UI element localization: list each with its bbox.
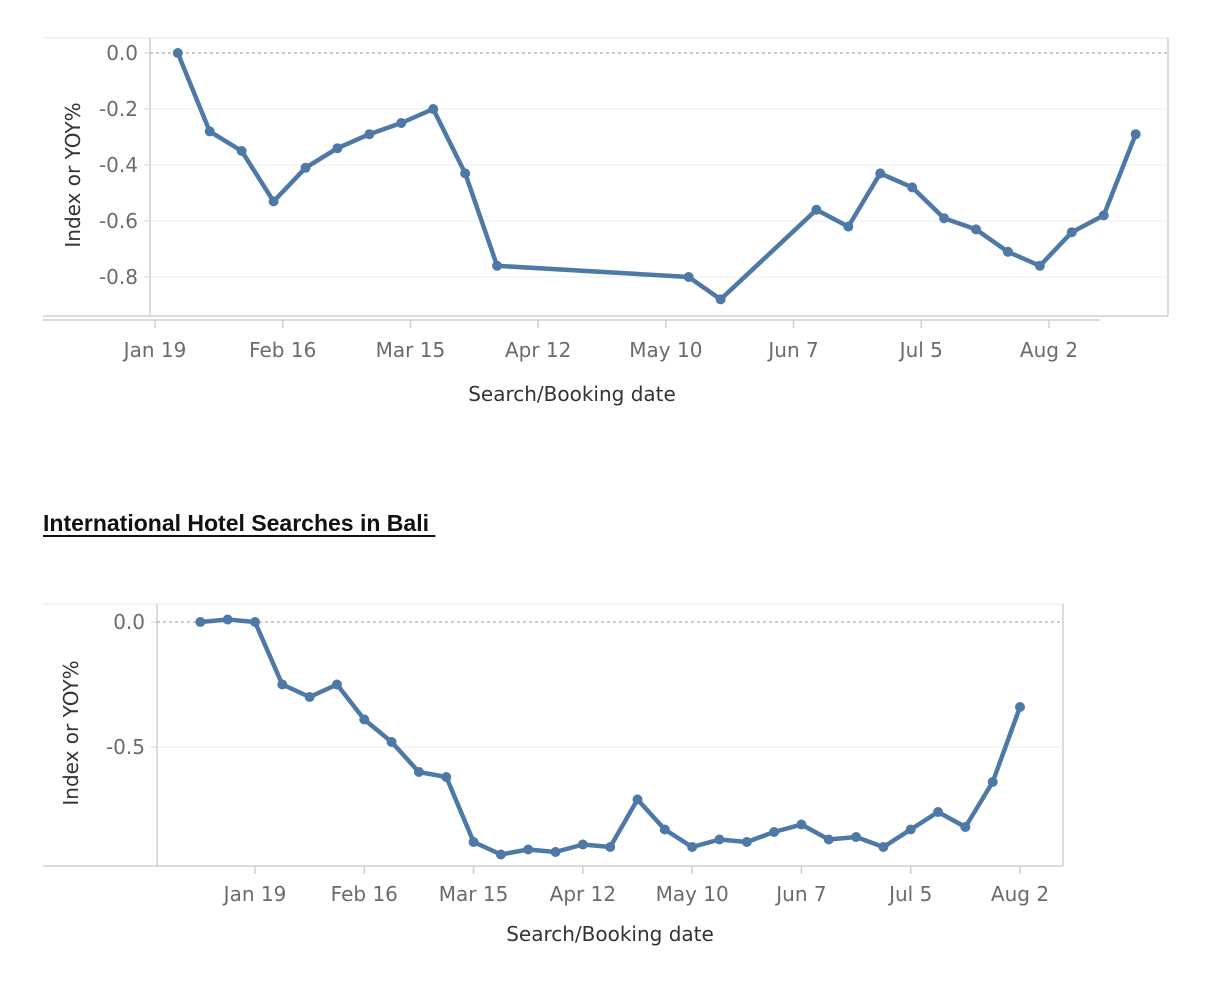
chart-2-y-ticks: 0.0 -0.5 xyxy=(106,610,157,759)
chart-2-data-point xyxy=(741,837,752,847)
chart-2-x-tick-label: Jun 7 xyxy=(774,882,826,906)
chart-1-data-point xyxy=(396,118,407,128)
chart-2-data-point xyxy=(413,767,424,777)
chart-1-data-point xyxy=(428,104,439,114)
section-title: International Hotel Searches in Bali xyxy=(43,510,436,536)
chart-2-y-tick-label: 0.0 xyxy=(113,610,145,634)
chart-1-data-point xyxy=(875,168,886,179)
chart-2-frame xyxy=(43,603,1064,867)
chart-1-y-tick-label: -0.8 xyxy=(99,265,138,289)
chart-2-data-point xyxy=(659,824,670,835)
chart-2-data-point xyxy=(878,842,889,852)
chart-1-data-point xyxy=(460,168,471,179)
chart-2-x-axis-title: Search/Booking date xyxy=(506,922,714,946)
chart-2-data-point xyxy=(250,617,260,627)
chart-1-y-tick-label: -0.2 xyxy=(99,97,138,121)
chart-1-data-point xyxy=(332,143,343,154)
chart-2-data-point xyxy=(933,807,944,817)
chart-2-data-point xyxy=(851,832,862,842)
chart-1-x-tick-label: Mar 15 xyxy=(376,338,446,362)
chart-1-data-point xyxy=(172,48,183,58)
chart-1-data-point xyxy=(971,224,982,235)
chart-1-data-point xyxy=(1066,227,1077,238)
chart-2-data-point xyxy=(222,614,233,625)
chart-2-data-point xyxy=(441,772,452,782)
chart-2-data-point xyxy=(304,692,315,702)
chart-1-x-tick-label: Jan 19 xyxy=(122,338,187,362)
chart-1-x-ticks: Jan 19 Feb 16 Mar 15 Apr 12 May 10 Jun 7 Jul 5… xyxy=(122,320,1078,362)
chart-2-data-point xyxy=(577,839,588,850)
chart-2-points xyxy=(195,614,1025,860)
chart-2-data-point xyxy=(550,847,561,857)
chart-2-data-point xyxy=(277,679,288,690)
chart-2-data-point xyxy=(495,849,506,860)
chart-2-data-point xyxy=(769,827,780,837)
chart-2-x-tick-label: Mar 15 xyxy=(439,882,509,906)
chart-1-y-ticks: 0.0 -0.2 -0.4 -0.6 -0.8 xyxy=(99,41,150,289)
chart-1-y-tick-label: 0.0 xyxy=(106,41,138,65)
chart-1-gridlines xyxy=(150,108,1168,278)
chart-1-x-tick-label: May 10 xyxy=(629,338,702,362)
chart-2-x-tick-label: Jan 19 xyxy=(222,882,287,906)
chart-2-data-point xyxy=(468,837,479,847)
chart-1-data-point xyxy=(364,129,375,140)
chart-1-data-point xyxy=(492,260,503,271)
chart-1-y-tick-label: -0.6 xyxy=(99,209,138,233)
chart-1-x-tick-label: Jun 7 xyxy=(766,338,818,362)
chart-1-y-axis-title: Index or YOY% xyxy=(61,102,85,247)
chart-2-x-tick-label: May 10 xyxy=(656,882,729,906)
chart-1-data-point xyxy=(1130,129,1141,140)
chart-2-x-tick-label: Feb 16 xyxy=(331,882,398,906)
chart-2-data-point xyxy=(523,844,534,855)
chart-2-y-tick-label: -0.5 xyxy=(106,735,145,759)
chart-1-x-tick-label: Feb 16 xyxy=(249,338,316,362)
chart-2-x-tick-label: Apr 12 xyxy=(550,882,616,906)
chart-2-data-point xyxy=(359,714,370,725)
chart-2-series-line xyxy=(198,617,1023,857)
chart-2-data-point xyxy=(960,822,971,832)
chart-2-data-point xyxy=(1015,702,1025,712)
chart-2-data-point xyxy=(386,737,397,747)
chart-1-x-tick-label: Jul 5 xyxy=(898,338,943,362)
chart-1-data-point xyxy=(907,182,918,193)
chart-2-data-point xyxy=(987,777,998,787)
chart-1-x-tick-label: Aug 2 xyxy=(1020,338,1078,362)
chart-1-data-point xyxy=(300,162,311,173)
chart-1-data-point xyxy=(715,294,726,305)
chart-1-points xyxy=(172,48,1141,305)
chart-1-data-point xyxy=(843,221,854,232)
chart-2-data-point xyxy=(714,834,725,845)
chart-1-y-tick-label: -0.4 xyxy=(99,153,138,177)
chart-1-frame xyxy=(43,37,1169,321)
chart-1: 0.0 -0.2 -0.4 -0.6 -0.8 Jan 19 Feb 16 Mar 15 Ap… xyxy=(43,37,1169,406)
chart-2-data-point xyxy=(905,824,916,835)
chart-2-data-point xyxy=(687,842,698,852)
chart-1-data-point xyxy=(939,213,950,224)
chart-1-series-line xyxy=(175,50,1138,302)
chart-2-x-tick-label: Aug 2 xyxy=(991,882,1049,906)
chart-2-data-point xyxy=(796,819,807,830)
chart-2-x-tick-label: Jul 5 xyxy=(887,882,932,906)
chart-1-data-point xyxy=(683,272,694,282)
chart-1-data-point xyxy=(236,146,247,156)
chart-1-data-point xyxy=(204,126,215,137)
chart-1-data-point xyxy=(1098,210,1109,221)
chart-2-data-point xyxy=(632,794,643,805)
chart-2-data-point xyxy=(605,842,616,852)
chart-2-x-ticks: Jan 19 Feb 16 Mar 15 Apr 12 May 10 Jun 7 Jul 5… xyxy=(222,866,1049,906)
chart-2-data-point xyxy=(331,679,342,690)
chart-1-data-point xyxy=(1034,260,1045,271)
chart-2-data-point xyxy=(195,617,206,627)
chart-2-y-axis-title: Index or YOY% xyxy=(59,660,83,805)
chart-2-data-point xyxy=(823,834,834,845)
chart-1-data-point xyxy=(811,204,822,215)
chart-1-x-axis-title: Search/Booking date xyxy=(468,382,676,406)
chart-1-data-point xyxy=(268,196,279,207)
chart-1-data-point xyxy=(1002,246,1013,257)
chart-1-x-tick-label: Apr 12 xyxy=(505,338,571,362)
